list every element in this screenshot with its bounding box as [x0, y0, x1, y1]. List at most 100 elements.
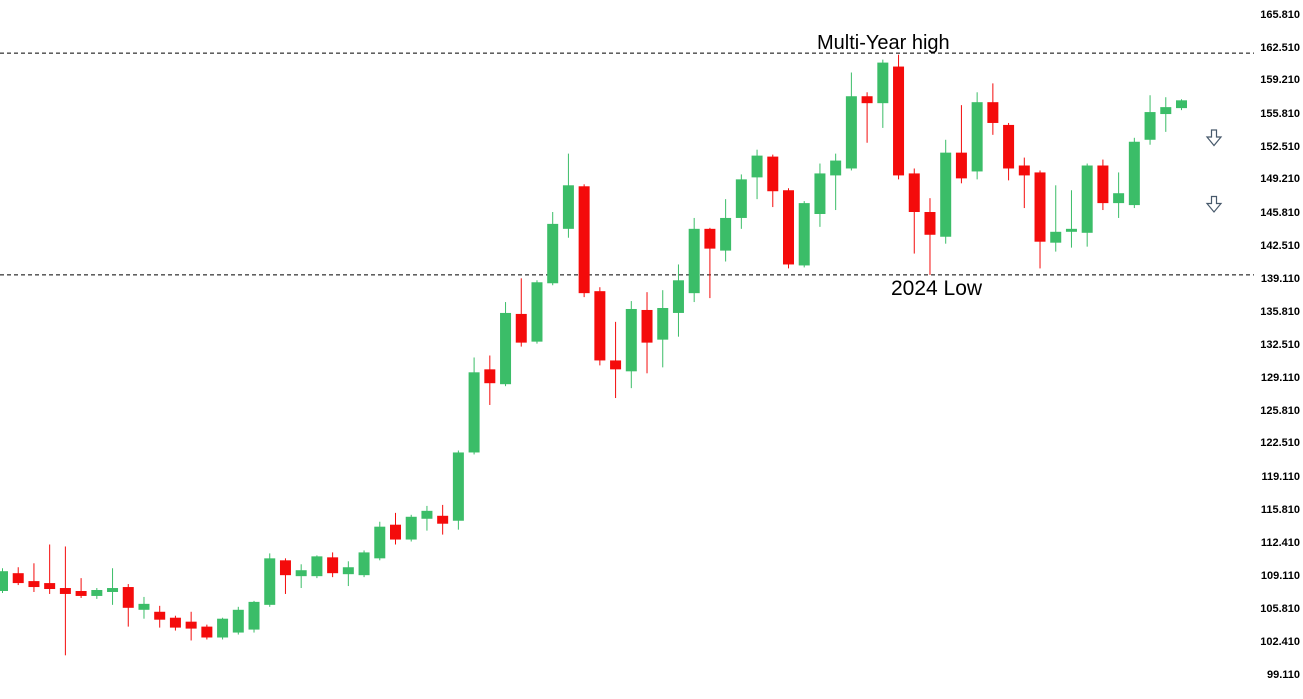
price-axis-tick: 115.810	[1260, 503, 1300, 516]
candle	[562, 153, 574, 238]
price-axis-tick: 129.110	[1260, 372, 1300, 385]
candle	[437, 504, 449, 535]
candle	[107, 568, 119, 605]
candle	[1160, 97, 1172, 132]
candle	[295, 564, 307, 589]
candle	[500, 302, 512, 387]
candle	[971, 92, 983, 180]
candle	[138, 596, 150, 619]
candle	[547, 212, 559, 286]
annotation-multi-year-high[interactable]: Multi-Year high	[817, 32, 950, 54]
candle	[405, 514, 417, 542]
candle	[877, 59, 889, 128]
price-axis-tick: 119.110	[1261, 471, 1300, 484]
candle	[861, 92, 873, 143]
candle	[1034, 170, 1046, 269]
candle	[955, 105, 967, 184]
candle	[783, 188, 794, 269]
candle	[248, 600, 260, 633]
price-axis-tick: 152.510	[1260, 140, 1300, 153]
candle	[924, 198, 936, 275]
candle	[468, 357, 480, 455]
candle	[421, 505, 433, 531]
price-axis-tick: 105.810	[1260, 602, 1300, 615]
candle	[185, 611, 197, 641]
candle	[893, 54, 905, 180]
candle	[358, 550, 370, 578]
candle	[704, 227, 716, 299]
candle	[484, 355, 496, 405]
candle	[12, 567, 24, 586]
candle	[1050, 185, 1062, 252]
candle	[987, 83, 999, 135]
candle	[59, 546, 71, 656]
candle	[1144, 95, 1156, 145]
price-axis-tick: 102.410	[1260, 636, 1300, 649]
candle	[44, 544, 56, 594]
candle	[908, 168, 920, 254]
candle	[154, 605, 166, 628]
candle	[452, 450, 464, 530]
candle	[1097, 159, 1109, 211]
candle	[91, 588, 103, 599]
candle	[578, 184, 590, 298]
candle	[169, 615, 181, 631]
price-axis-tick: 149.210	[1260, 173, 1300, 186]
candle	[814, 163, 826, 227]
candle	[798, 201, 810, 268]
candle	[1081, 163, 1093, 247]
candle	[625, 301, 637, 389]
candle	[1176, 99, 1187, 111]
candle	[0, 568, 8, 593]
candle	[515, 278, 527, 347]
price-axis-tick: 162.510	[1260, 41, 1300, 54]
candle	[657, 290, 669, 368]
price-axis-tick: 122.510	[1260, 437, 1300, 450]
annotation-2024-low[interactable]: 2024 Low	[891, 277, 983, 300]
candle	[1128, 137, 1140, 209]
candle	[390, 512, 401, 545]
candle	[688, 217, 700, 303]
candle	[122, 584, 134, 627]
candle	[1003, 122, 1015, 181]
candle	[342, 561, 354, 587]
candle	[845, 72, 857, 171]
candle	[1113, 172, 1125, 218]
price-axis-tick: 139.110	[1260, 273, 1300, 286]
candle	[940, 139, 952, 244]
candle	[720, 199, 732, 262]
candle	[279, 558, 291, 594]
candle	[217, 617, 229, 640]
candle	[264, 553, 276, 607]
down-arrow-icon[interactable]	[1205, 195, 1223, 213]
candle	[641, 292, 653, 374]
candle	[201, 624, 213, 640]
candle	[735, 174, 747, 229]
candle	[75, 578, 87, 598]
price-axis-tick: 159.210	[1260, 74, 1300, 87]
candle	[1018, 157, 1030, 209]
candle	[751, 149, 763, 200]
price-axis-tick: 135.810	[1260, 305, 1300, 318]
candle	[327, 552, 339, 578]
candle	[232, 606, 244, 635]
price-axis-tick: 112.410	[1260, 537, 1300, 550]
down-arrow-icon[interactable]	[1205, 129, 1223, 147]
price-axis-tick: 142.510	[1260, 239, 1300, 252]
price-axis[interactable]: 161.953 157.188 139.547 165.810162.51015…	[1255, 0, 1303, 699]
candle	[531, 280, 543, 344]
candle	[594, 287, 606, 366]
candle	[28, 563, 40, 592]
price-axis-tick: 109.110	[1260, 570, 1300, 583]
candle	[1065, 190, 1077, 248]
price-axis-tick: 125.810	[1260, 404, 1300, 417]
candle	[830, 153, 842, 211]
price-axis-tick: 155.810	[1260, 107, 1300, 120]
candle	[672, 264, 684, 337]
candle	[374, 521, 386, 561]
price-axis-tick: 99.110	[1266, 669, 1300, 681]
candle	[311, 555, 323, 579]
price-axis-tick: 165.810	[1260, 9, 1300, 21]
